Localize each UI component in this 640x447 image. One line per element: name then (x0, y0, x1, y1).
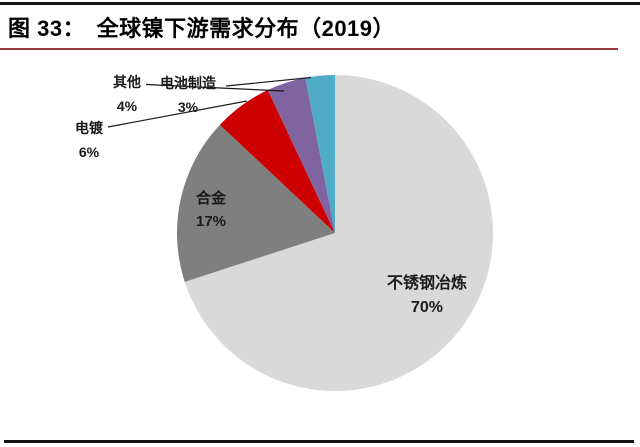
slice-label-stainless-name: 不锈钢冶炼 (386, 275, 467, 292)
slice-label-battery-pct: 3% (177, 99, 199, 115)
slice-label-battery-manufacturing: 电池制造 3% (148, 71, 228, 119)
leader-line-battery-manufacturing (225, 76, 312, 87)
leader-line-other (145, 83, 285, 92)
bottom-rule (4, 440, 634, 443)
pie-slice-stainless-steel-smelting (184, 75, 493, 391)
top-rule (0, 2, 640, 5)
slice-label-other-pct: 4% (116, 98, 138, 114)
pie-slice-alloy (176, 124, 335, 282)
pie-slice-other (267, 77, 335, 233)
slice-label-electroplating: 电镀 6% (66, 116, 112, 164)
figure-title: 图 33： 全球镍下游需求分布（2019） (8, 16, 396, 41)
slice-label-electroplating-name: 电镀 (75, 120, 103, 136)
slice-label-alloy-pct: 17% (195, 213, 227, 230)
pie-slices (176, 75, 493, 391)
slice-label-battery-name: 电池制造 (160, 75, 216, 91)
slice-label-alloy: 合金 17% (189, 187, 233, 233)
pie-slice-electroplating (219, 90, 335, 233)
slice-label-other-name: 其他 (113, 74, 141, 90)
slice-label-electroplating-pct: 6% (78, 144, 100, 160)
title-accent-rule (0, 48, 618, 50)
pie-slice-battery-manufacturing (305, 75, 335, 233)
slice-label-alloy-name: 合金 (195, 190, 226, 207)
slice-label-other: 其他 4% (103, 70, 151, 118)
slice-label-stainless-steel-smelting: 不锈钢冶炼 70% (379, 272, 475, 320)
slice-label-stainless-pct: 70% (410, 299, 444, 316)
leader-line-electroplating (107, 100, 248, 128)
